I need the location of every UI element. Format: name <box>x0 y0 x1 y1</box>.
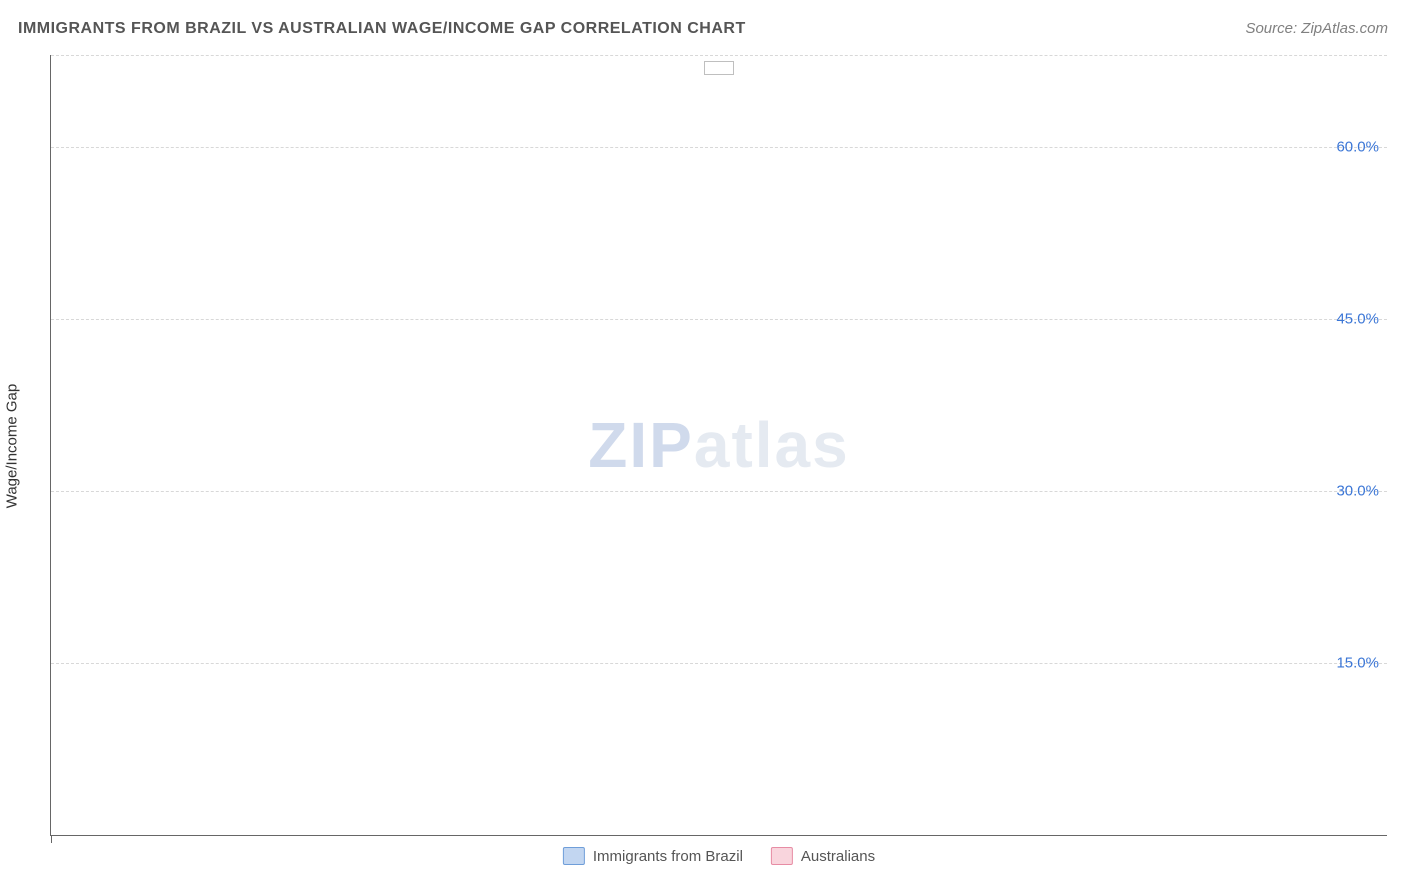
gridline <box>51 55 1387 56</box>
trend-lines-layer <box>51 55 1387 835</box>
source-attribution: Source: ZipAtlas.com <box>1245 20 1388 37</box>
legend-label-blue: Immigrants from Brazil <box>593 848 743 865</box>
watermark: ZIPatlas <box>588 408 849 482</box>
gridline <box>51 319 1387 320</box>
y-tick-label: 30.0% <box>1336 482 1379 499</box>
gridline <box>51 147 1387 148</box>
legend-item-pink: Australians <box>771 847 875 865</box>
chart-title: IMMIGRANTS FROM BRAZIL VS AUSTRALIAN WAG… <box>18 20 746 38</box>
watermark-suffix: atlas <box>694 409 850 481</box>
y-tick-label: 15.0% <box>1336 654 1379 671</box>
scatter-plot-area: ZIPatlas Immigrants from Brazil Australi… <box>50 55 1387 836</box>
x-tick <box>51 835 52 843</box>
correlation-stats-legend <box>704 61 734 75</box>
gridline <box>51 491 1387 492</box>
y-axis-title: Wage/Income Gap <box>4 384 21 509</box>
legend-swatch-pink <box>771 847 793 865</box>
y-tick-label: 45.0% <box>1336 310 1379 327</box>
watermark-prefix: ZIP <box>588 409 694 481</box>
y-tick-label: 60.0% <box>1336 138 1379 155</box>
series-legend: Immigrants from Brazil Australians <box>563 847 875 865</box>
legend-label-pink: Australians <box>801 848 875 865</box>
gridline <box>51 663 1387 664</box>
legend-item-blue: Immigrants from Brazil <box>563 847 743 865</box>
legend-swatch-blue <box>563 847 585 865</box>
